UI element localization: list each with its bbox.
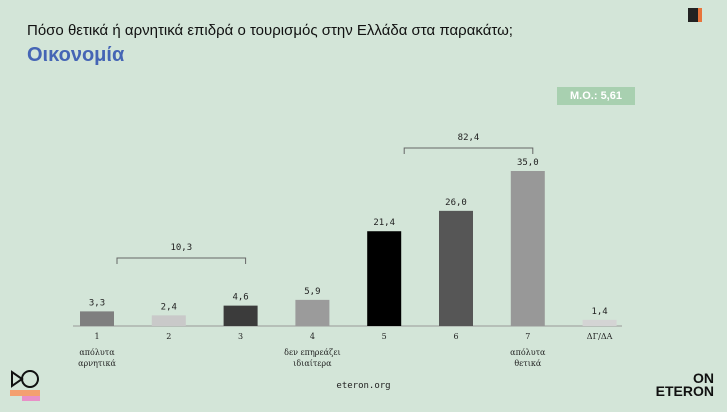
group-total-label: 82,4: [458, 133, 480, 143]
category-label: 4: [310, 332, 315, 341]
bar: [223, 305, 258, 326]
category-label: 2: [166, 332, 171, 341]
category-label: 1: [94, 332, 99, 341]
logo-line-1: ON: [693, 370, 714, 386]
value-label: 1,4: [591, 307, 607, 317]
category-label: ΔΓ/ΔΑ: [587, 332, 613, 341]
question-title: Πόσο θετικά ή αρνητικά επιδρά ο τουρισμό…: [27, 22, 513, 39]
category-sublabel: απόλυτα: [79, 348, 115, 357]
bar: [510, 171, 545, 326]
category-sublabel: απόλυτα: [510, 348, 546, 357]
chart-subtitle: Οικονομία: [27, 44, 125, 66]
bar: [80, 311, 114, 326]
value-label: 26,0: [445, 198, 467, 208]
bar: [295, 299, 330, 326]
value-label: 21,4: [373, 218, 395, 228]
logo-line-2: ETERON: [655, 383, 714, 399]
category-label: 3: [238, 332, 243, 341]
bar: [582, 319, 617, 326]
bar: [439, 210, 473, 326]
category-label: 5: [382, 332, 387, 341]
value-label: 3,3: [89, 298, 105, 308]
group-bracket: [116, 257, 247, 264]
value-label: 4,6: [232, 293, 248, 303]
category-sublabel: αρνητικά: [78, 359, 116, 368]
category-label: 7: [525, 332, 530, 341]
footer-url: eteron.org: [336, 381, 391, 391]
value-label: 35,0: [517, 158, 539, 168]
group-total-label: 10,3: [170, 243, 192, 253]
aboutpeople-logo: [677, 8, 713, 36]
category-sublabel: θετικά: [514, 359, 542, 368]
mean-badge: Μ.Ο.: 5,61: [557, 87, 635, 105]
group-bracket: [403, 147, 534, 154]
on-eteron-logo: ON ETERON: [655, 370, 714, 399]
category-sublabel: ιδιαίτερα: [293, 359, 332, 368]
value-label: 5,9: [304, 287, 320, 297]
category-sublabel: δεν επηρεάζει: [284, 348, 340, 357]
bar: [367, 231, 402, 326]
bar: [151, 315, 186, 326]
starvation-nation-logo: [10, 370, 40, 401]
category-label: 6: [453, 332, 458, 341]
value-label: 2,4: [161, 302, 177, 312]
